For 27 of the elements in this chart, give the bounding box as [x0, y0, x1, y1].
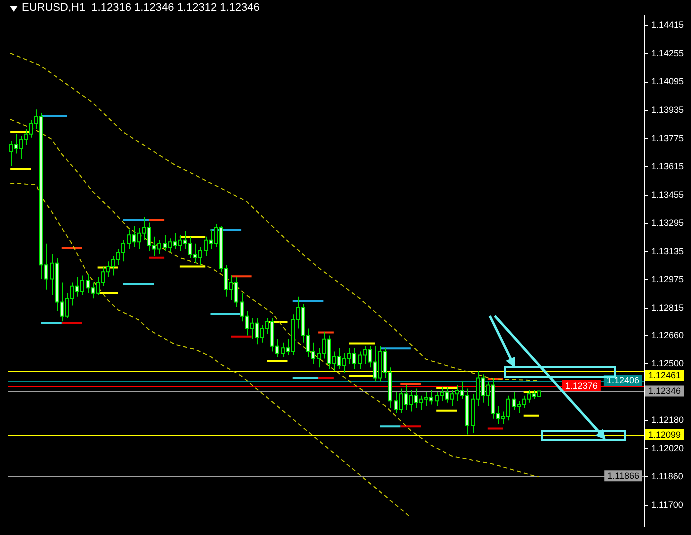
ref-line-label: 1.12346 [648, 386, 682, 396]
ref-line-label: 1.11866 [608, 471, 640, 482]
y-tick-label: 1.13615 [651, 162, 684, 172]
y-tick-label: 1.14415 [651, 20, 684, 30]
y-tick-label: 1.14255 [651, 48, 684, 58]
y-tick-label: 1.13135 [651, 246, 684, 256]
ref-line-label: 1.12099 [648, 430, 682, 440]
ref-line-label: 1.12376 [565, 380, 598, 391]
y-tick-label: 1.13935 [651, 105, 684, 116]
y-tick-label: 1.12660 [651, 330, 684, 340]
ref-line-label: 1.12461 [648, 370, 682, 381]
y-tick-label: 1.14095 [651, 76, 684, 87]
y-tick-label: 1.12180 [651, 415, 684, 426]
line-series [10, 52, 540, 382]
y-tick-label: 1.11860 [651, 472, 684, 482]
y-tick-label: 1.13295 [651, 218, 684, 228]
y-tick-label: 1.12975 [651, 274, 684, 285]
line-series [10, 183, 412, 518]
y-tick-label: 1.12020 [651, 443, 684, 454]
y-tick-label: 1.12500 [651, 358, 684, 369]
ref-line-label: 1.12406 [606, 376, 640, 386]
y-tick-label: 1.11700 [651, 500, 684, 510]
y-tick-label: 1.13775 [651, 133, 684, 144]
y-tick-label: 1.13455 [651, 190, 684, 200]
line-series [10, 119, 540, 478]
chart-title: EURUSD,H1 1.12316 1.12346 1.12312 1.12346 [22, 2, 260, 14]
y-tick-label: 1.12815 [651, 302, 684, 313]
